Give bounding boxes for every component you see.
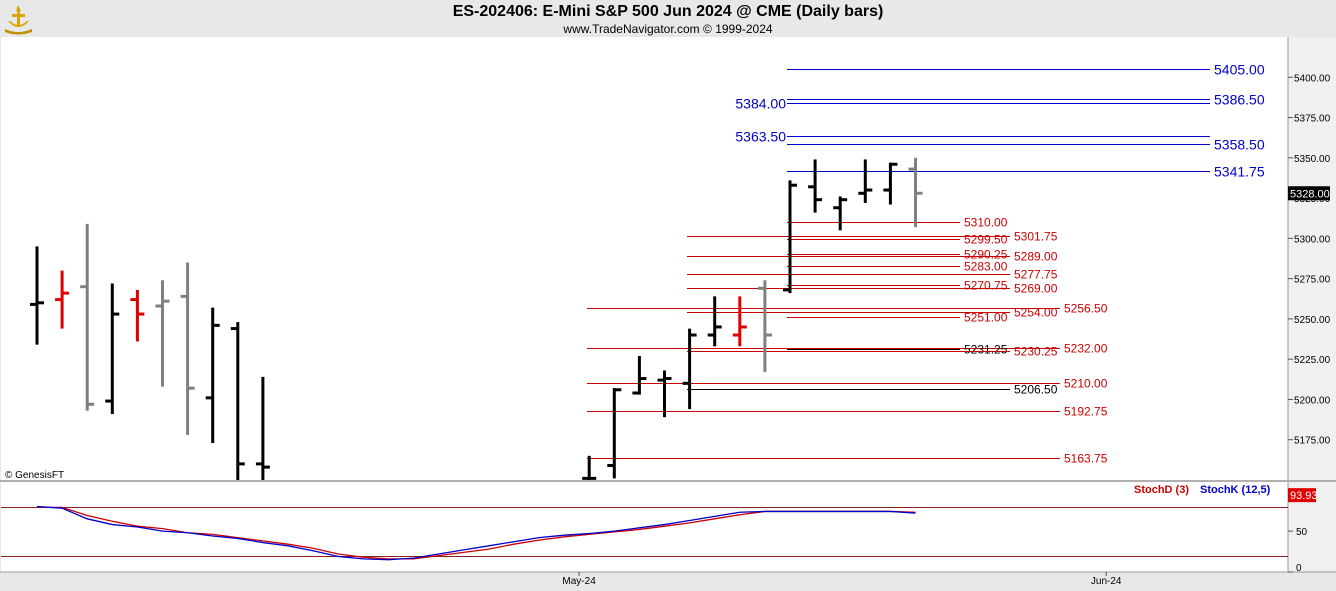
level-label: 5256.50	[1064, 302, 1108, 316]
level-label: 5341.75	[1214, 164, 1265, 180]
level-label: 5386.50	[1214, 92, 1265, 108]
price-bar	[155, 280, 170, 387]
price-bar	[732, 296, 747, 347]
chart-subtitle: www.TradeNavigator.com © 1999-2024	[563, 22, 773, 36]
level-label: 5269.00	[1014, 282, 1058, 296]
level-label: 5301.75	[1014, 230, 1058, 244]
genesis-watermark: © GenesisFT	[5, 470, 64, 481]
price-bar	[180, 262, 195, 435]
level-label: 5270.75	[964, 279, 1008, 293]
price-bar	[808, 159, 823, 213]
last-price-marker	[1288, 186, 1330, 201]
price-bar	[582, 455, 597, 480]
level-label: 5363.50	[735, 129, 786, 145]
price-panel-background	[1, 37, 1288, 480]
price-bar	[632, 355, 647, 395]
stoch-last-value-marker	[1288, 488, 1316, 503]
level-label: 5289.00	[1014, 250, 1058, 264]
price-bars	[30, 157, 923, 480]
level-label: 5254.00	[1014, 306, 1058, 320]
date-tick-label: May-24	[562, 576, 596, 587]
price-bar	[883, 162, 898, 205]
price-bar	[707, 296, 722, 347]
level-label: 5210.00	[1064, 377, 1108, 391]
level-label: 5232.00	[1064, 342, 1108, 356]
level-label: 5310.00	[964, 216, 1008, 230]
price-tick-label: 5300.00	[1294, 234, 1331, 245]
level-label: 5277.75	[1014, 268, 1058, 282]
price-bar	[908, 157, 923, 228]
panel-separator[interactable]	[0, 480, 1336, 482]
price-bar	[757, 280, 772, 373]
price-bar	[682, 328, 697, 410]
price-bar	[105, 283, 120, 414]
level-label: 5206.50	[1014, 383, 1058, 397]
price-tick-label: 5250.00	[1294, 315, 1331, 326]
level-label: 5230.25	[1014, 345, 1058, 359]
price-tick-label: 5375.00	[1294, 114, 1331, 125]
level-label: 5231.25	[964, 343, 1008, 357]
level-label: 5283.00	[964, 260, 1008, 274]
level-label: 5358.50	[1214, 137, 1265, 153]
date-axis: May-24 Jun-24	[562, 572, 1122, 587]
date-axis-background	[0, 572, 1336, 591]
price-bar	[230, 322, 245, 480]
level-label: 5192.75	[1064, 405, 1108, 419]
stoch-series-line	[36, 505, 916, 561]
stoch-last-value-label: 93.93	[1290, 490, 1318, 502]
price-axis-background	[1288, 37, 1336, 480]
stoch-tick-label: 50	[1296, 527, 1308, 538]
price-tick-label: 5350.00	[1294, 154, 1331, 165]
stoch-legend-entry: StochD (3)	[1134, 484, 1189, 496]
stoch-legend-entry: StochK (12,5)	[1200, 484, 1271, 496]
price-bar	[833, 196, 848, 231]
price-bar	[80, 223, 95, 411]
date-tick-label: Jun-24	[1091, 576, 1122, 587]
chart-header: ES-202406: E-Mini S&P 500 Jun 2024 @ CME…	[0, 0, 1336, 37]
price-bar	[55, 270, 70, 329]
price-tick-label: 5200.00	[1294, 395, 1331, 406]
level-label: 5384.00	[735, 96, 786, 112]
stoch-tick-label: 0	[1296, 563, 1302, 574]
level-label: 5251.00	[964, 311, 1008, 325]
level-label: 5405.00	[1214, 62, 1265, 78]
price-tick-label: 5400.00	[1294, 73, 1331, 84]
price-bar	[657, 370, 672, 418]
price-bar	[205, 307, 220, 443]
price-bar	[783, 180, 797, 294]
price-bar	[30, 246, 44, 345]
price-axis: 5175.00 5200.00 5225.00 5250.00 5275.00 5300.…	[1288, 73, 1331, 447]
level-label: 5290.25	[964, 248, 1008, 262]
price-bar	[255, 376, 270, 480]
price-tick-label: 5275.00	[1294, 275, 1331, 286]
chart-title: ES-202406: E-Mini S&P 500 Jun 2024 @ CME…	[452, 3, 884, 20]
last-price-label: 5328.00	[1290, 188, 1330, 200]
price-levels: 5405.00 5386.50 5384.00 5363.50 5358.50 5341.…	[587, 62, 1265, 466]
trade-navigator-logo-icon	[2, 2, 35, 35]
level-label: 5299.50	[964, 233, 1008, 247]
stochastic-indicator: StochD (3) StochK (12,5) 50 0 93.93	[1, 484, 1318, 574]
level-label: 5163.75	[1064, 452, 1108, 466]
price-tick-label: 5225.00	[1294, 355, 1331, 366]
price-bar	[130, 289, 145, 342]
price-bar	[607, 388, 622, 479]
price-bar	[858, 159, 873, 203]
price-tick-label: 5175.00	[1294, 436, 1331, 447]
